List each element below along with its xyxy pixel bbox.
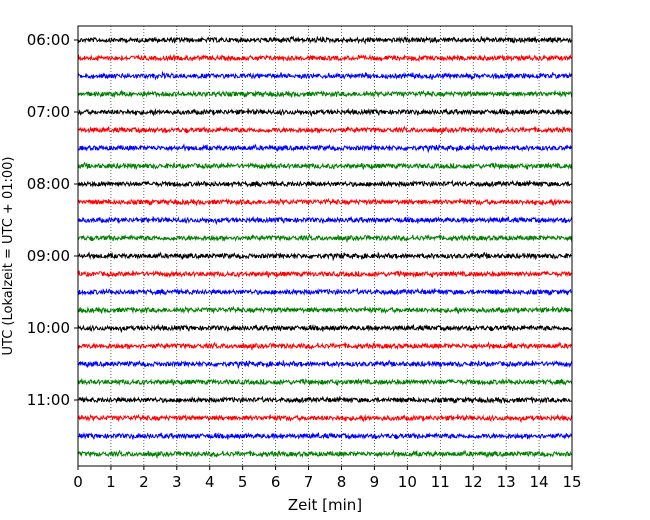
grid-lines	[110, 26, 540, 466]
y-axis-label: UTC (Lokalzeit = UTC + 01:00)	[1, 157, 16, 356]
trace-line	[77, 377, 573, 387]
x-tick-label: 11	[431, 473, 450, 491]
trace-line	[77, 197, 573, 207]
trace-line	[77, 269, 573, 279]
trace-line	[77, 161, 573, 171]
x-tick-label: 8	[337, 473, 347, 491]
x-axis-label: Zeit [min]	[288, 496, 362, 514]
y-tick-label: 11:00	[27, 391, 70, 409]
trace-line	[77, 35, 573, 46]
trace-line	[77, 53, 573, 63]
x-tick-label: 12	[464, 473, 483, 491]
trace-line	[77, 233, 573, 244]
trace-line	[77, 305, 573, 315]
trace-line	[77, 142, 573, 154]
y-tick-label: 08:00	[27, 175, 70, 193]
trace-line	[77, 413, 573, 424]
trace-line	[77, 323, 573, 334]
x-tick-label: 3	[172, 473, 182, 491]
x-tick-label: 1	[106, 473, 116, 491]
trace-lines	[77, 35, 573, 460]
x-tick-label: 2	[139, 473, 149, 491]
trace-line	[77, 287, 573, 296]
trace-line	[77, 107, 573, 118]
x-tick-label: 0	[73, 473, 83, 491]
x-tick-label: 5	[238, 473, 248, 491]
trace-line	[77, 341, 573, 352]
y-tick-label: 07:00	[27, 103, 70, 121]
x-tick-label: 14	[530, 473, 549, 491]
x-tick-label: 7	[304, 473, 314, 491]
trace-line	[77, 431, 573, 440]
y-tick-label: 09:00	[27, 247, 70, 265]
x-tick-label: 9	[370, 473, 380, 491]
trace-line	[77, 395, 573, 405]
x-tick-label: 10	[398, 473, 417, 491]
trace-line	[77, 89, 573, 99]
trace-line	[77, 70, 573, 81]
trace-line	[77, 251, 573, 262]
trace-line	[77, 448, 573, 460]
x-tick-label: 13	[497, 473, 516, 491]
x-tick-label: 6	[271, 473, 281, 491]
x-tick-label: 15	[562, 473, 581, 491]
trace-line	[77, 125, 573, 136]
plot-frame	[77, 25, 573, 467]
trace-line	[77, 359, 573, 370]
y-tick-label: 06:00	[27, 31, 70, 49]
x-tick-label: 4	[205, 473, 215, 491]
y-axis: 06:00 07:00 08:00 09:00 10:00 11:00	[27, 31, 78, 409]
x-axis: 0 1 2 3 4 5 6 7 8 9 10 11 12 13 14 15	[73, 466, 582, 491]
y-tick-label: 10:00	[27, 319, 70, 337]
trace-line	[77, 215, 573, 226]
trace-line	[77, 179, 573, 189]
